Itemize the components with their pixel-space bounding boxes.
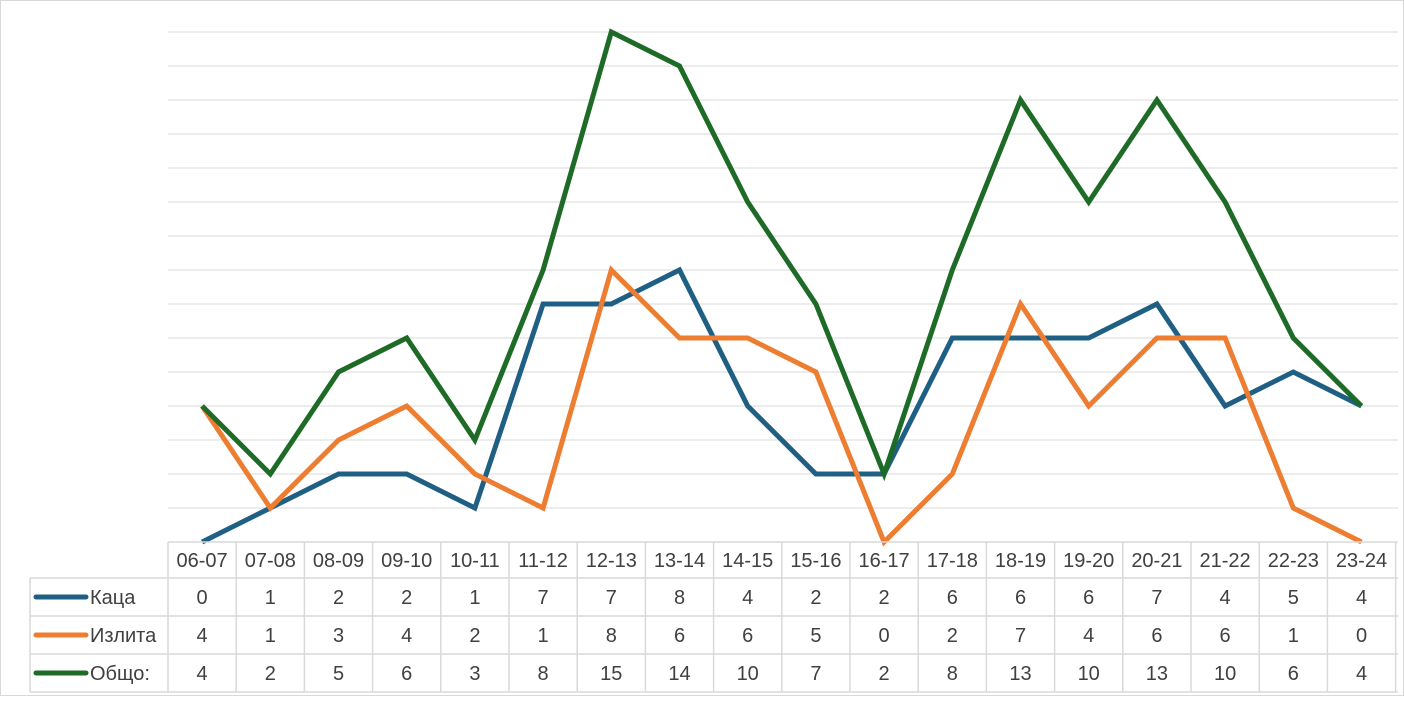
data-value: 13 <box>1009 663 1031 685</box>
legend-label-1: Излита <box>90 625 157 647</box>
category-label: 09-10 <box>381 550 432 572</box>
data-value: 5 <box>1288 587 1299 609</box>
data-value: 8 <box>674 587 685 609</box>
category-label: 15-16 <box>790 550 841 572</box>
data-value: 5 <box>333 663 344 685</box>
data-value: 6 <box>674 625 685 647</box>
data-value: 6 <box>1220 625 1231 647</box>
data-value: 1 <box>469 587 480 609</box>
category-label: 10-11 <box>450 550 500 572</box>
data-value: 4 <box>742 587 753 609</box>
data-value: 2 <box>879 663 890 685</box>
category-label: 22-23 <box>1268 550 1319 572</box>
data-value: 1 <box>265 625 276 647</box>
category-label: 06-07 <box>177 550 228 572</box>
data-value: 4 <box>197 625 208 647</box>
data-value: 6 <box>1288 663 1299 685</box>
data-value: 2 <box>879 587 890 609</box>
data-value: 0 <box>1356 625 1367 647</box>
data-value: 2 <box>947 625 958 647</box>
data-value: 7 <box>1151 587 1162 609</box>
category-label: 19-20 <box>1063 550 1114 572</box>
data-value: 10 <box>737 663 759 685</box>
data-value: 3 <box>333 625 344 647</box>
data-value: 6 <box>1015 587 1026 609</box>
data-value: 5 <box>810 625 821 647</box>
data-value: 6 <box>947 587 958 609</box>
data-value: 7 <box>810 663 821 685</box>
category-label: 16-17 <box>859 550 910 572</box>
data-value: 4 <box>197 663 208 685</box>
category-label: 12-13 <box>586 550 637 572</box>
series-line-1 <box>200 265 1363 547</box>
data-value: 2 <box>810 587 821 609</box>
series-line-2 <box>200 28 1364 482</box>
data-value: 3 <box>469 663 480 685</box>
legend-label-0: Каца <box>90 587 136 609</box>
category-label: 13-14 <box>654 550 705 572</box>
legend-label-2: Общо: <box>90 663 150 685</box>
data-value: 2 <box>469 625 480 647</box>
category-label: 11-12 <box>518 550 568 572</box>
series-line-0 <box>200 266 1363 545</box>
data-value: 7 <box>1015 625 1026 647</box>
data-value: 8 <box>538 663 549 685</box>
category-label: 07-08 <box>245 550 296 572</box>
category-label: 21-22 <box>1200 550 1251 572</box>
category-label: 23-24 <box>1336 550 1387 572</box>
data-value: 4 <box>1220 587 1231 609</box>
data-value: 4 <box>1356 663 1367 685</box>
data-value: 1 <box>265 587 276 609</box>
data-value: 6 <box>401 663 412 685</box>
data-value: 0 <box>879 625 890 647</box>
category-label: 18-19 <box>995 550 1046 572</box>
data-value: 6 <box>1083 587 1094 609</box>
data-value: 2 <box>265 663 276 685</box>
data-value: 2 <box>401 587 412 609</box>
data-value: 8 <box>947 663 958 685</box>
series-lines <box>200 28 1364 547</box>
data-value: 7 <box>538 587 549 609</box>
data-value: 4 <box>1356 587 1367 609</box>
data-value: 6 <box>742 625 753 647</box>
data-value: 0 <box>197 587 208 609</box>
data-value: 15 <box>600 663 622 685</box>
data-value: 1 <box>1288 625 1299 647</box>
data-value: 7 <box>606 587 617 609</box>
category-label: 17-18 <box>927 550 978 572</box>
data-value: 2 <box>333 587 344 609</box>
data-value: 1 <box>538 625 549 647</box>
data-value: 14 <box>668 663 690 685</box>
category-label: 20-21 <box>1131 550 1182 572</box>
data-value: 10 <box>1078 663 1100 685</box>
data-value: 4 <box>1083 625 1094 647</box>
data-value: 10 <box>1214 663 1236 685</box>
category-label: 14-15 <box>722 550 773 572</box>
data-table: 06-07 07-08 08-09 09-10 10-11 11-12 12-13 13-14… <box>29 541 1398 693</box>
category-label: 08-09 <box>313 550 364 572</box>
data-value: 8 <box>606 625 617 647</box>
data-value: 4 <box>401 625 412 647</box>
data-value: 13 <box>1146 663 1168 685</box>
data-value: 6 <box>1151 625 1162 647</box>
